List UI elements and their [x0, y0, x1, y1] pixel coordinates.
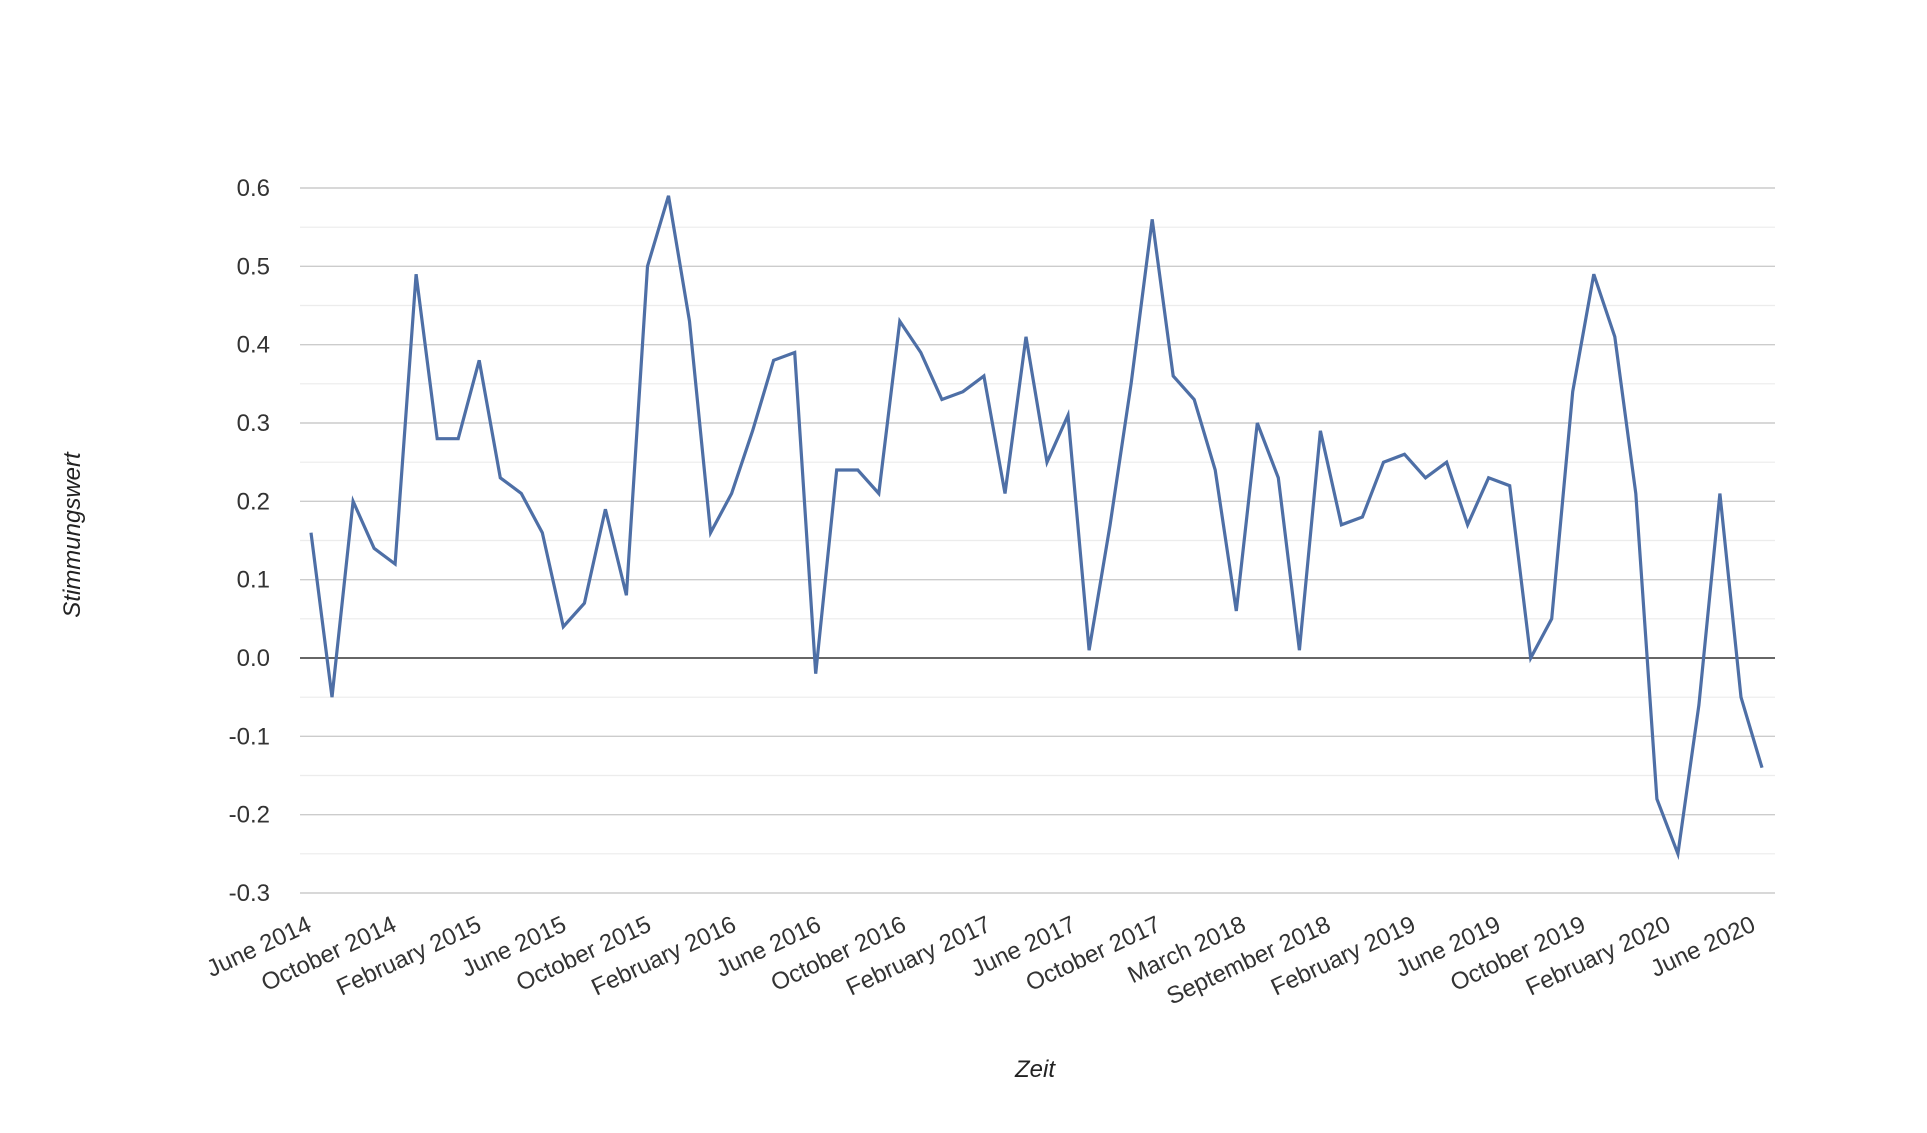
data-point	[1150, 217, 1154, 221]
data-point	[1403, 452, 1407, 456]
data-point	[1045, 460, 1049, 464]
data-point	[1508, 484, 1512, 488]
data-point	[351, 499, 355, 503]
y-axis-ticks: 0.6 0.5 0.4 0.3 0.2 0.1 0.0 -0.1 -0.2 -0.3	[229, 175, 270, 907]
data-point	[730, 492, 734, 496]
data-point	[1718, 492, 1722, 496]
data-point	[1255, 421, 1259, 425]
y-tick-label: 0.3	[237, 410, 270, 437]
data-point	[1171, 374, 1175, 378]
data-point	[1445, 460, 1449, 464]
data-point	[919, 351, 923, 355]
data-point	[561, 625, 565, 629]
data-point	[456, 437, 460, 441]
data-point	[1276, 476, 1280, 480]
series-line	[309, 195, 1764, 861]
data-point	[582, 601, 586, 605]
y-tick-label: 0.6	[237, 175, 270, 202]
y-tick-label: 0.5	[237, 253, 270, 280]
data-point	[1424, 476, 1428, 480]
data-point	[519, 492, 523, 496]
data-point	[1739, 695, 1743, 699]
y-axis-label: Stimmungswert	[59, 451, 86, 618]
data-point	[435, 437, 439, 441]
y-tick-label: 0.2	[237, 488, 270, 515]
data-point	[688, 319, 692, 323]
data-point	[1592, 272, 1596, 276]
data-point	[1129, 382, 1133, 386]
data-point	[709, 531, 713, 535]
y-tick-label: -0.2	[229, 802, 270, 829]
data-point	[1655, 797, 1659, 801]
data-point	[1087, 648, 1091, 652]
data-point	[372, 546, 376, 550]
y-tick-label: 0.0	[237, 645, 270, 672]
y-tick-label: -0.3	[229, 880, 270, 907]
data-point	[835, 468, 839, 472]
data-point	[1550, 617, 1554, 621]
data-point	[1192, 398, 1196, 402]
y-tick-label: 0.1	[237, 567, 270, 594]
data-point	[477, 358, 481, 362]
data-point	[814, 672, 818, 676]
data-point	[1318, 429, 1322, 433]
data-point	[1360, 515, 1364, 519]
data-point	[1760, 766, 1764, 770]
data-point	[624, 593, 628, 597]
data-point	[603, 507, 607, 511]
data-point	[1466, 523, 1470, 527]
data-point	[498, 476, 502, 480]
data-point	[1024, 335, 1028, 339]
data-point	[793, 351, 797, 355]
data-point	[1571, 390, 1575, 394]
data-point	[330, 695, 334, 699]
y-tick-label: 0.4	[237, 332, 270, 359]
data-point	[1066, 413, 1070, 417]
data-point	[1613, 335, 1617, 339]
data-point	[1634, 492, 1638, 496]
data-point	[1213, 468, 1217, 472]
data-point	[393, 562, 397, 566]
data-point	[1108, 523, 1112, 527]
data-point	[940, 398, 944, 402]
data-point	[772, 358, 776, 362]
data-point	[1339, 523, 1343, 527]
y-tick-label: -0.1	[229, 723, 270, 750]
data-point	[751, 429, 755, 433]
data-point	[540, 531, 544, 535]
data-point	[1381, 460, 1385, 464]
grid-lines	[300, 187, 1775, 894]
data-point	[1234, 609, 1238, 613]
data-point	[309, 531, 313, 535]
data-point	[1003, 492, 1007, 496]
data-point	[898, 319, 902, 323]
data-point	[982, 374, 986, 378]
data-point	[666, 194, 670, 198]
series-layer	[309, 194, 1764, 861]
data-point	[1297, 648, 1301, 652]
data-point	[1487, 476, 1491, 480]
data-point	[414, 272, 418, 276]
x-axis-label: Zeit	[1014, 1056, 1056, 1083]
data-point	[856, 468, 860, 472]
data-point	[1697, 703, 1701, 707]
data-point	[877, 492, 881, 496]
data-point	[1676, 852, 1680, 856]
data-point	[1529, 656, 1533, 660]
data-point	[645, 264, 649, 268]
data-point	[961, 390, 965, 394]
